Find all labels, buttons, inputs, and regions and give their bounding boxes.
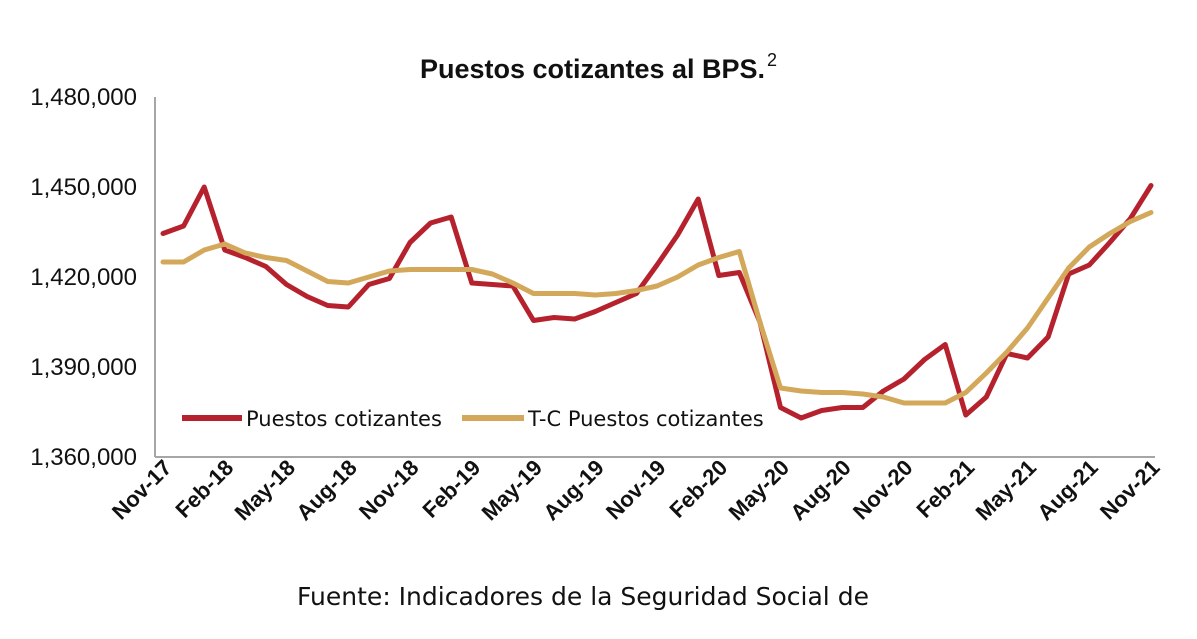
- x-tick-label: Aug-21: [1032, 455, 1102, 525]
- x-tick-label: May-21: [971, 455, 1041, 525]
- title-superscript: 2: [767, 50, 778, 70]
- x-tick-label: Nov-19: [601, 455, 671, 525]
- y-tick-label: 1,420,000: [30, 264, 137, 291]
- source-note: Fuente: Indicadores de la Seguridad Soci…: [297, 582, 869, 611]
- x-tick-label: Nov-18: [354, 455, 424, 525]
- legend-label: Puestos cotizantes: [246, 407, 442, 431]
- x-tick-label: Feb-21: [911, 455, 979, 523]
- x-tick-label: Feb-18: [170, 455, 238, 523]
- legend-label: T-C Puestos cotizantes: [527, 407, 764, 431]
- series-line-tc-puestos-cotizantes: [160, 210, 1154, 406]
- x-tick-label: Aug-19: [538, 455, 608, 525]
- x-tick-label: Nov-20: [848, 455, 918, 525]
- x-tick-label: Feb-20: [664, 455, 732, 523]
- x-tick-label: Aug-20: [785, 455, 855, 525]
- x-tick-label: Aug-18: [291, 455, 361, 525]
- series-line-puestos-cotizantes: [160, 183, 1154, 421]
- y-tick-label: 1,480,000: [30, 84, 137, 111]
- x-tick-label: Feb-19: [417, 455, 485, 523]
- x-tick-label: May-18: [230, 455, 300, 525]
- x-tick-label: Nov-21: [1095, 455, 1165, 525]
- chart-title: Puestos cotizantes al BPS. 2: [419, 50, 778, 84]
- y-tick-label: 1,450,000: [30, 174, 137, 201]
- x-tick-label: May-20: [724, 455, 794, 525]
- y-tick-label: 1,390,000: [30, 354, 137, 381]
- y-tick-label: 1,360,000: [30, 444, 137, 471]
- x-tick-label: May-19: [477, 455, 547, 525]
